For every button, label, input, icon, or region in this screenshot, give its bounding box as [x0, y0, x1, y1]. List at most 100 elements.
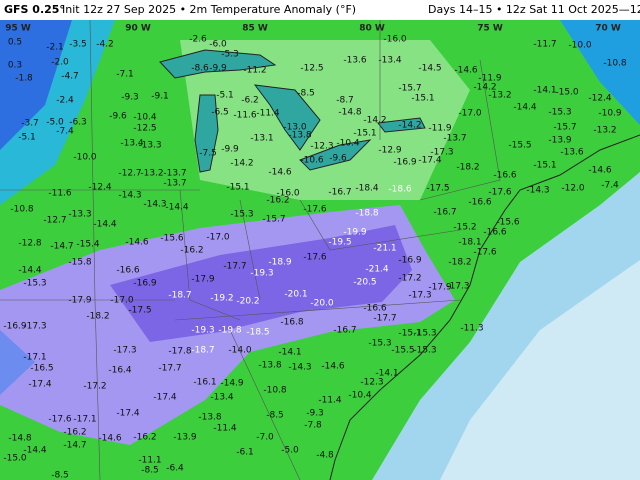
anomaly-label: -18.8	[355, 209, 379, 219]
anomaly-label: -14.4	[93, 220, 117, 230]
anomaly-label: -16.2	[180, 246, 203, 256]
anomaly-label: -8.7	[336, 96, 354, 106]
anomaly-label: -15.5	[508, 141, 531, 151]
anomaly-label: -18.4	[355, 184, 379, 194]
anomaly-label: -10.8	[603, 59, 627, 69]
anomaly-label: -14.6	[454, 66, 478, 76]
anomaly-label: -16.6	[483, 228, 507, 238]
anomaly-label: -17.2	[398, 274, 421, 284]
longitude-label: 80 W	[359, 24, 385, 34]
anomaly-label: -17.3	[23, 322, 46, 332]
longitude-label: 70 W	[595, 24, 621, 34]
longitude-label: 90 W	[125, 24, 151, 34]
lake-huron	[253, 84, 321, 151]
anomaly-label: -16.7	[333, 326, 356, 336]
anomaly-label: -2.6	[189, 35, 207, 45]
anomaly-label: -19.9	[343, 228, 367, 238]
anomaly-label: -8.5	[51, 471, 69, 480]
anomaly-label: -14.3	[143, 200, 166, 210]
anomaly-label: -17.4	[28, 380, 52, 390]
anomaly-label: -14.4	[165, 203, 189, 213]
anomaly-label: -6.3	[69, 118, 87, 128]
anomaly-label: -20.2	[236, 297, 259, 307]
anomaly-label: -17.7	[373, 314, 396, 324]
state-borders	[0, 19, 501, 480]
anomaly-label: -7.0	[256, 433, 274, 443]
anomaly-label: -16.2	[63, 428, 86, 438]
anomaly-label: -18.7	[168, 291, 191, 301]
anomaly-label: -4.7	[61, 72, 79, 82]
anomaly-label: -16.9	[393, 158, 417, 168]
border	[0, 189, 461, 480]
anomaly-label: -11.9	[478, 74, 502, 84]
anomaly-label: -8.5	[141, 466, 159, 476]
anomaly-label: -14.1	[533, 86, 556, 96]
anomaly-label: -11.3	[460, 324, 483, 334]
anomaly-label: -12.9	[378, 146, 402, 156]
anomaly-label: -5.1	[18, 133, 36, 143]
anomaly-label: -16.7	[328, 188, 351, 198]
anomaly-label: 0.3	[8, 61, 22, 71]
anomaly-label: -18.2	[86, 312, 109, 322]
anomaly-label: -10.8	[10, 205, 34, 215]
anomaly-label: -13.4	[378, 56, 402, 66]
anomaly-label: -14.2	[230, 159, 253, 169]
anomaly-label: -17.3	[113, 346, 136, 356]
anomaly-label: -12.4	[588, 94, 612, 104]
anomaly-label: -12.5	[300, 64, 323, 74]
anomaly-label: -15.8	[68, 258, 92, 268]
great-lakes	[159, 49, 426, 173]
anomaly-label: -20.5	[353, 278, 376, 288]
anomaly-label: -7.5	[199, 149, 217, 159]
anomaly-label: -16.6	[493, 171, 517, 181]
anomaly-label: 0.5	[8, 38, 22, 48]
anomaly-label: -17.8	[168, 347, 192, 357]
anomaly-label: -13.1	[250, 134, 273, 144]
anomaly-label: -11.6	[48, 189, 72, 199]
anomaly-label: -16.6	[468, 198, 492, 208]
anomaly-label: -16.0	[383, 35, 407, 45]
anomaly-label: -19.5	[328, 238, 351, 248]
lake-superior	[159, 49, 277, 79]
anomaly-label: -17.7	[158, 364, 181, 374]
anomaly-label: -4.8	[316, 451, 334, 461]
anomaly-label: -9.3	[121, 93, 139, 103]
anomaly-label: -12.5	[133, 124, 156, 134]
anomaly-label: -17.6	[473, 248, 497, 258]
anomaly-label: -13.3	[68, 210, 91, 220]
anomaly-label: -21.1	[373, 244, 396, 254]
anomaly-label: -12.3	[310, 142, 333, 152]
anomaly-label: -14.4	[18, 266, 42, 276]
anomaly-label: -11.9	[428, 124, 452, 134]
anomaly-label: -8.6	[191, 64, 209, 74]
longitude-label: 85 W	[242, 24, 268, 34]
anomaly-label: -15.2	[453, 223, 476, 233]
anomaly-label: -15.1	[398, 329, 421, 339]
anomaly-label: -20.0	[310, 299, 334, 309]
anomaly-label: -16.8	[280, 318, 304, 328]
anomaly-label: -8.5	[266, 411, 284, 421]
anomaly-label: -14.6	[588, 166, 612, 176]
anomaly-label: -14.2	[363, 116, 386, 126]
anomaly-label: -10.8	[263, 386, 287, 396]
blue-field	[560, 20, 640, 125]
anomaly-label: -6.5	[211, 108, 229, 118]
anomaly-label: -15.0	[3, 454, 27, 464]
anomaly-label: -13.8	[258, 361, 282, 371]
anomaly-label: -10.4	[348, 391, 372, 401]
anomaly-label: -16.7	[433, 208, 456, 218]
anomaly-label: -7.4	[56, 127, 74, 137]
anomaly-label: -13.2	[140, 169, 163, 179]
anomaly-label: -5.0	[46, 118, 64, 128]
anomaly-label: -14.4	[23, 446, 47, 456]
anomaly-label: -15.3	[230, 210, 253, 220]
anomaly-label: -13.7	[163, 169, 186, 179]
anomaly-label: -15.1	[411, 94, 434, 104]
anomaly-label: -17.4	[116, 409, 140, 419]
anomaly-label: -3.7	[21, 119, 39, 129]
anomaly-label: -13.7	[443, 134, 466, 144]
anomaly-label: -12.7	[118, 169, 141, 179]
anomaly-label: -17.3	[430, 148, 453, 158]
anomaly-label: -10.0	[73, 153, 97, 163]
